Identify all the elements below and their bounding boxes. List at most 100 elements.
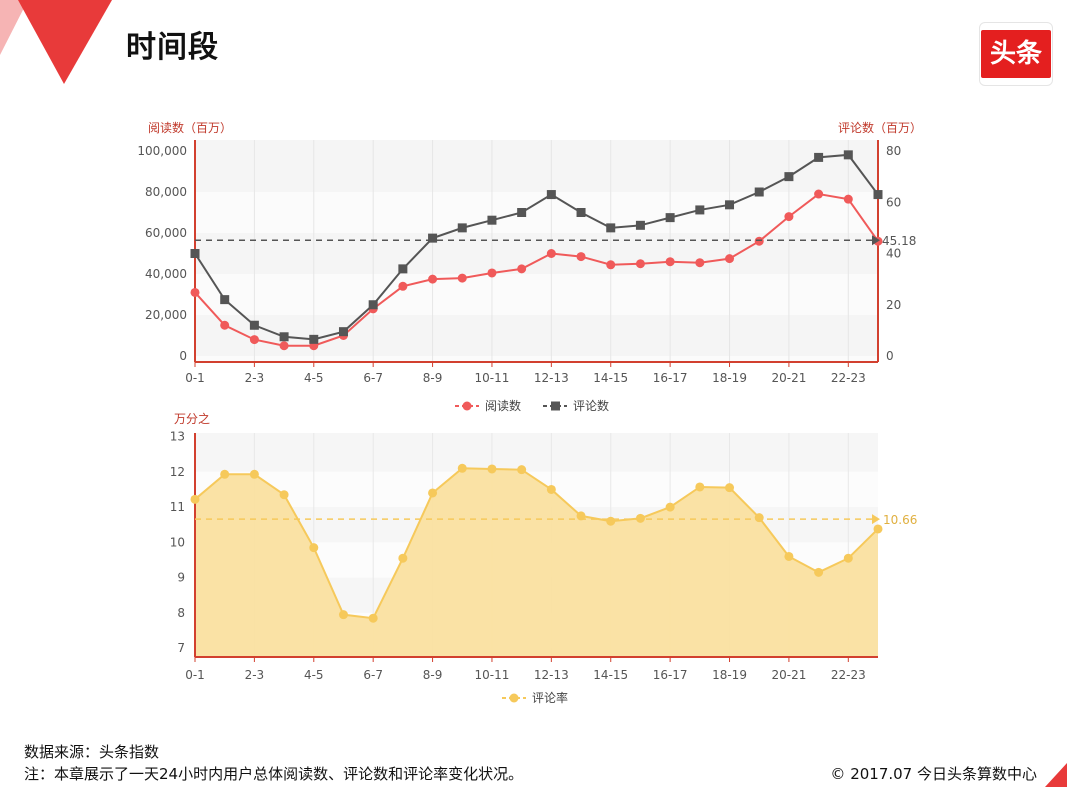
x-tick-label: 22-23	[831, 668, 866, 682]
chart-reads-comments: 0 20,000 40,000 60,000 80,000 100,000 0 20 40 60 8…	[137, 120, 922, 413]
y-tick-label: 13	[170, 430, 185, 444]
data-point-rate	[754, 513, 764, 523]
markline-label: 10.66	[883, 513, 917, 527]
data-point-reads	[249, 335, 259, 345]
x-tick-label: 12-13	[534, 371, 569, 385]
data-point-reads	[576, 252, 586, 262]
data-point-comments	[220, 295, 230, 305]
data-point-comments	[190, 249, 200, 258]
x-tick-label: 4-5	[304, 371, 324, 385]
area-layer	[195, 468, 878, 657]
data-point-rate	[190, 494, 200, 504]
x-tick-label: 0-1	[185, 371, 205, 385]
series-line-reads	[194, 192, 879, 347]
x-tick-label: 16-17	[653, 668, 688, 682]
data-point-comments	[843, 150, 853, 160]
data-point-comments	[814, 152, 824, 162]
logo-badge: 头条	[981, 30, 1051, 78]
data-point-rate	[843, 553, 853, 563]
y-left-tick-label: 0	[179, 349, 187, 363]
x-tick-label: 6-7	[363, 371, 383, 385]
data-point-reads	[665, 257, 675, 267]
data-point-reads	[754, 236, 764, 246]
y-tick-label: 11	[170, 500, 185, 514]
data-point-rate	[576, 511, 586, 521]
data-point-rate	[487, 464, 497, 474]
data-point-comments	[428, 233, 438, 243]
grid-band	[195, 192, 878, 233]
series-layer	[190, 463, 883, 623]
y-right-tick-label: 40	[886, 247, 901, 261]
data-point-reads	[725, 254, 735, 264]
chart-comment-rate: 7 8 9 10 11 12 13 0-1 2-3 4-5 6-7 8-9 10-11 12-13 14-1…	[170, 412, 918, 705]
data-point-rate	[695, 482, 705, 492]
grid-band	[195, 315, 878, 356]
x-tick-label: 0-1	[185, 668, 205, 682]
data-point-rate	[665, 502, 675, 512]
legend-symbol-reads	[462, 401, 472, 411]
x-tick-label: 6-7	[363, 668, 383, 682]
grid-band	[195, 433, 878, 472]
source-note: 数据来源：头条指数	[24, 743, 160, 761]
data-point-comments	[873, 190, 883, 200]
legend-label: 评论率	[532, 690, 568, 705]
y-right-tick-label: 60	[886, 195, 901, 209]
data-point-comments	[665, 213, 675, 223]
x-tick-label: 18-19	[712, 371, 747, 385]
x-tick-label: 8-9	[423, 371, 443, 385]
y-left-tick-label: 80,000	[145, 185, 187, 199]
data-point-comments	[368, 300, 378, 310]
x-tick-label: 2-3	[245, 668, 265, 682]
data-point-comments	[249, 320, 259, 330]
grid-band	[195, 140, 878, 192]
data-point-reads	[398, 281, 408, 291]
y-tick-label: 8	[177, 606, 185, 620]
data-point-reads	[695, 258, 705, 268]
y-right-tick-label: 80	[886, 144, 901, 158]
x-tick-label: 16-17	[653, 371, 688, 385]
legend: 阅读数 评论数	[455, 398, 609, 413]
x-tick-label: 2-3	[245, 371, 265, 385]
data-point-rate	[249, 469, 259, 479]
data-point-reads	[190, 287, 200, 297]
data-point-rate	[279, 490, 289, 500]
x-tick-label: 18-19	[712, 668, 747, 682]
chapter-note: 注：本章展示了一天24小时内用户总体阅读数、评论数和评论率变化状况。	[24, 765, 524, 783]
data-point-comments	[784, 172, 794, 182]
markline-arrow	[872, 514, 880, 525]
data-point-comments	[754, 187, 764, 197]
data-point-comments	[517, 208, 527, 217]
logo-frame	[979, 22, 1053, 86]
data-point-rate	[398, 553, 408, 563]
markline-arrow	[872, 235, 880, 246]
markline-label: 45.18	[882, 234, 916, 248]
data-point-comments	[635, 220, 645, 230]
tick-labels: 0 20,000 40,000 60,000 80,000 100,000 0 20 40 60 8…	[137, 144, 901, 385]
page-title: 时间段	[126, 30, 219, 65]
data-point-comments	[725, 200, 735, 210]
y-axis-label: 万分之	[174, 412, 210, 426]
grid-band	[195, 274, 878, 315]
corner-accent	[1045, 763, 1067, 787]
x-tick-label: 10-11	[475, 371, 510, 385]
grid-band	[195, 233, 878, 274]
data-point-reads	[635, 259, 645, 269]
y-tick-label: 9	[177, 571, 185, 585]
data-point-rate	[428, 488, 438, 498]
grid-band	[195, 356, 878, 362]
x-tick-label: 12-13	[534, 668, 569, 682]
data-point-rate	[220, 469, 230, 479]
y-axis-left-label: 阅读数（百万）	[148, 120, 232, 135]
data-point-comments	[338, 327, 348, 337]
x-tick-label: 14-15	[593, 668, 628, 682]
data-point-rate	[873, 524, 883, 534]
y-left-tick-label: 20,000	[145, 308, 187, 322]
axes	[194, 433, 878, 658]
tick-labels: 7 8 9 10 11 12 13 0-1 2-3 4-5 6-7 8-9 10-11 12-13 14-1…	[170, 430, 866, 682]
legend: 评论率	[502, 690, 568, 705]
legend-label: 评论数	[573, 398, 609, 413]
copyright: © 2017.07 今日头条算数中心	[830, 765, 1037, 783]
y-left-tick-label: 40,000	[145, 267, 187, 281]
x-tick-label: 20-21	[771, 668, 806, 682]
y-tick-label: 12	[170, 465, 185, 479]
